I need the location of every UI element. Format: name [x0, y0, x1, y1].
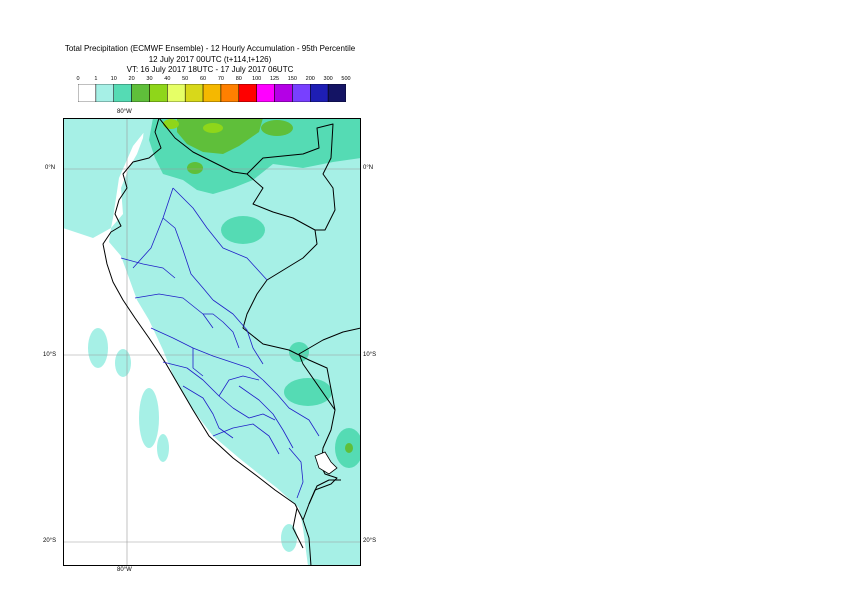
legend-tick-label: 70	[217, 76, 224, 82]
region-borders	[120, 187, 320, 499]
precip-patches-ocean	[71, 170, 297, 552]
precip-area-land	[109, 118, 361, 566]
colorbar-swatch	[238, 84, 257, 102]
title-line-1: Total Precipitation (ECMWF Ensemble) - 1…	[64, 44, 356, 53]
title-line-2: 12 July 2017 00UTC (t+114,t+126)	[148, 55, 272, 64]
lat-label-right-0: 0°N	[363, 165, 374, 171]
lake-titicaca	[314, 451, 338, 475]
colorbar-swatch	[184, 84, 204, 102]
legend-tick-label: 0	[76, 76, 80, 82]
legend-tick-label: 80	[235, 76, 242, 82]
legend-tick-label: 20	[128, 76, 135, 82]
colorbar-swatch	[131, 84, 150, 102]
legend-tick-label: 150	[287, 76, 297, 82]
legend-tick-label: 40	[164, 76, 171, 82]
colorbar-swatch	[167, 84, 186, 102]
legend-tick-label: 50	[182, 76, 189, 82]
colorbar	[78, 84, 346, 102]
colorbar-swatch	[113, 84, 132, 102]
legend-tick-label: 10	[110, 76, 117, 82]
precip-area-heavy	[177, 118, 353, 453]
lat-label-left-10: 10°S	[43, 352, 57, 358]
legend-tick-label: 100	[252, 76, 262, 82]
colorbar-swatch	[78, 84, 97, 102]
lat-label-right-10: 10°S	[363, 352, 377, 358]
legend-tick-label: 300	[323, 76, 333, 82]
colorbar-swatch	[274, 84, 293, 102]
colorbar-swatch	[202, 84, 222, 102]
lat-label-left-20: 20°S	[43, 538, 57, 544]
colorbar-swatch	[149, 84, 168, 102]
colorbar-swatch	[292, 84, 311, 102]
precipitation-map	[63, 118, 361, 566]
lon-label-top: 80°W	[117, 109, 132, 115]
legend-tick-label: 500	[341, 76, 351, 82]
country-borders	[102, 118, 361, 566]
legend-tick-label: 125	[269, 76, 280, 82]
lon-label-bottom: 80°W	[117, 567, 132, 573]
colorbar-swatch	[220, 84, 240, 102]
legend-tick-label: 1	[94, 76, 98, 82]
precip-area-ocean-north	[63, 118, 173, 238]
map-frame	[63, 118, 361, 566]
precip-area-very-heavy	[163, 119, 223, 133]
colorbar-swatch	[327, 84, 346, 102]
lat-label-left-0: 0°N	[45, 165, 56, 171]
graticule	[63, 118, 361, 566]
legend-tick-label: 60	[200, 76, 207, 82]
colorbar-swatch	[256, 84, 275, 102]
title-line-3: VT: 16 July 2017 18UTC - 17 July 2017 06…	[126, 65, 294, 74]
lat-label-right-20: 20°S	[363, 538, 377, 544]
colorbar-swatch	[95, 84, 114, 102]
legend-tick-label: 200	[305, 76, 315, 82]
colorbar-swatch	[310, 84, 329, 102]
legend-tick-label: 30	[146, 76, 153, 82]
